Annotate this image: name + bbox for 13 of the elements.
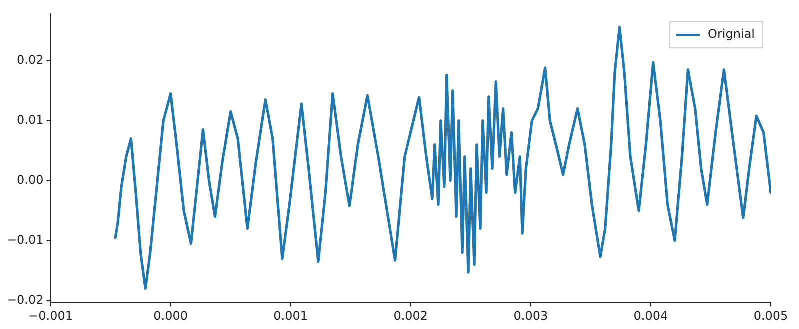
x-tick-label: 0.005 bbox=[754, 308, 788, 323]
x-tick-label: 0.003 bbox=[514, 308, 548, 323]
x-tick-label: 0.002 bbox=[394, 308, 428, 323]
x-tick-label: 0.000 bbox=[154, 308, 188, 323]
x-tick-label: 0.001 bbox=[274, 308, 308, 323]
legend-label: Orignial bbox=[708, 27, 756, 42]
x-tick-label: 0.004 bbox=[634, 308, 668, 323]
y-tick-label: 0.02 bbox=[17, 52, 44, 67]
y-tick-label: 0.00 bbox=[17, 172, 44, 187]
y-tick-label: 0.01 bbox=[17, 112, 44, 127]
x-tick-label: −0.001 bbox=[28, 308, 73, 323]
y-tick-label: −0.01 bbox=[6, 232, 44, 247]
y-tick-label: −0.02 bbox=[6, 292, 44, 307]
